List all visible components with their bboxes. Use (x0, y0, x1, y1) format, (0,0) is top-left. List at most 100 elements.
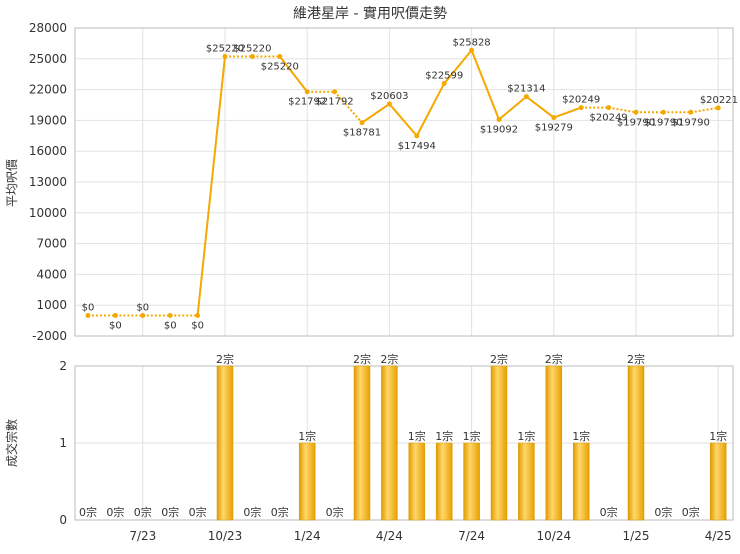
price-line-segment (525, 95, 555, 119)
price-y-tick-label: 19000 (29, 113, 67, 127)
price-point (332, 89, 338, 95)
volume-data-label: 2宗 (545, 352, 563, 366)
price-y-tick-label: 16000 (29, 144, 67, 158)
volume-data-label: 2宗 (216, 352, 234, 366)
price-line-segment (361, 103, 390, 124)
price-point (195, 312, 201, 318)
price-data-label: $19790 (644, 117, 682, 128)
volume-data-label: 0宗 (106, 505, 124, 519)
price-data-label: $0 (164, 320, 177, 331)
volume-data-label: 1宗 (408, 429, 426, 443)
volume-bar (408, 442, 426, 521)
volume-plot-frame (74, 365, 734, 521)
volume-bar (435, 442, 453, 521)
price-y-tick-label: 7000 (36, 237, 67, 251)
price-point (277, 54, 283, 60)
price-data-label: $19790 (617, 117, 655, 128)
price-y-tick-label: 13000 (29, 175, 67, 189)
price-data-label: $22599 (425, 70, 463, 81)
price-data-label: $25828 (453, 37, 491, 48)
price-data-label: $21792 (316, 97, 354, 108)
price-line-segment (470, 49, 500, 120)
price-point (222, 54, 228, 60)
price-data-label: $19092 (480, 124, 518, 135)
volume-data-label: 2宗 (490, 352, 508, 366)
volume-data-label: 0宗 (161, 505, 179, 519)
price-point (167, 312, 173, 318)
price-point (140, 312, 146, 318)
price-point (414, 133, 420, 139)
volume-data-label: 1宗 (435, 429, 453, 443)
volume-data-label: 2宗 (353, 352, 371, 366)
volume-y-tick-label: 2 (59, 359, 67, 373)
volume-bar (353, 365, 371, 521)
price-data-label: $21792 (288, 97, 326, 108)
volume-y-tick-label: 1 (59, 436, 67, 450)
price-data-label: $25220 (233, 44, 271, 55)
price-line-segment (415, 82, 446, 137)
price-line-segment (279, 55, 308, 93)
volume-bar (709, 442, 727, 521)
price-y-tick-label: 22000 (29, 83, 67, 97)
price-y-tick-label: -2000 (32, 329, 67, 343)
price-plot-frame (74, 27, 734, 337)
price-line-segment (690, 106, 719, 114)
price-data-label: $20603 (370, 91, 408, 102)
price-data-label: $20249 (590, 113, 628, 124)
volume-data-label: 1宗 (463, 429, 481, 443)
price-point (441, 80, 447, 86)
price-data-label: $20249 (562, 95, 600, 106)
price-data-label: $0 (136, 302, 149, 313)
price-point (85, 312, 91, 318)
price-line-segment (553, 106, 582, 119)
price-data-label: $0 (109, 320, 122, 331)
x-tick-label: 4/24 (376, 529, 403, 543)
price-y-axis-label: 平均呎價 (5, 159, 19, 207)
price-point (578, 105, 584, 111)
price-point (606, 105, 612, 111)
chart-title: 維港星岸 - 實用呎價走勢 (293, 5, 447, 22)
volume-bar (463, 442, 480, 521)
price-data-label: $21314 (507, 84, 545, 95)
price-point (496, 116, 502, 122)
volume-bar (518, 442, 535, 521)
price-line-segment (443, 49, 473, 85)
volume-data-label: 0宗 (600, 505, 618, 519)
volume-bar (572, 442, 590, 521)
price-point (386, 101, 392, 107)
price-point (660, 109, 666, 115)
price-point (523, 94, 529, 100)
x-tick-label: 1/24 (294, 529, 321, 543)
price-y-tick-label: 25000 (29, 52, 67, 66)
volume-data-label: 1宗 (709, 429, 727, 443)
price-line-segment (196, 56, 226, 316)
volume-data-label: 2宗 (380, 352, 398, 366)
price-data-label: $17494 (398, 141, 436, 152)
volume-data-label: 2宗 (627, 352, 645, 366)
price-point (633, 109, 639, 115)
price-line-segment (608, 106, 637, 114)
volume-bar (627, 365, 645, 521)
price-y-tick-label: 1000 (36, 298, 67, 312)
volume-bar (216, 365, 234, 521)
price-data-label: $25220 (261, 62, 299, 73)
price-point (688, 109, 694, 115)
price-line-segment (333, 91, 363, 124)
price-data-label: $20221 (700, 95, 738, 106)
price-point (304, 89, 310, 95)
volume-bar (381, 365, 398, 521)
volume-data-label: 1宗 (517, 429, 535, 443)
price-point (469, 47, 475, 53)
price-line-segment (388, 103, 418, 137)
price-data-label: $18781 (343, 128, 381, 139)
price-point (249, 54, 255, 60)
price-point (551, 115, 557, 121)
price-point (112, 312, 118, 318)
volume-data-label: 0宗 (79, 505, 97, 519)
price-data-label: $0 (191, 320, 204, 331)
volume-data-label: 0宗 (134, 505, 152, 519)
x-tick-label: 7/23 (129, 529, 156, 543)
price-data-label: $19279 (535, 123, 573, 134)
